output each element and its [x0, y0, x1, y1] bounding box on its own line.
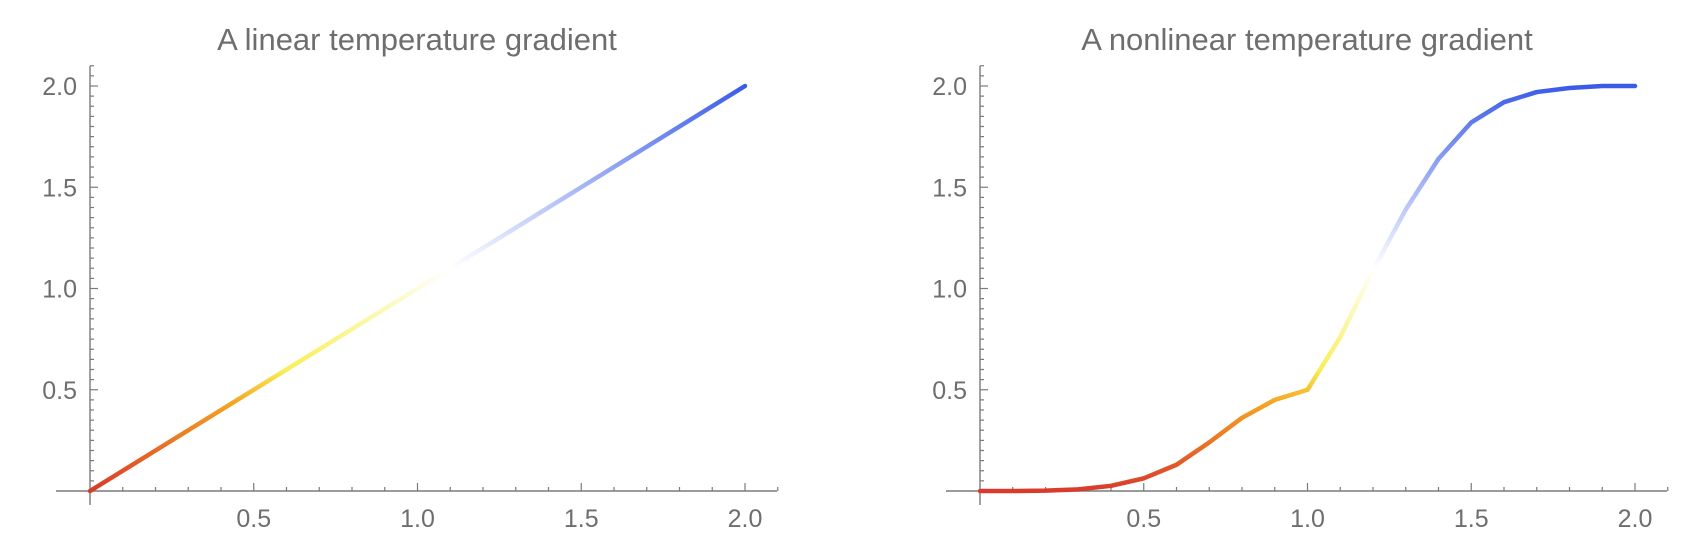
- y-tick-label: 0.5: [932, 377, 967, 405]
- x-tick-label: 2.0: [1618, 505, 1653, 533]
- y-tick-label: 1.5: [932, 174, 967, 202]
- series-line: [977, 83, 1638, 494]
- series-line: [87, 83, 748, 494]
- chart-title: A nonlinear temperature gradient: [1081, 22, 1533, 57]
- y-tick-label: 1.0: [42, 276, 77, 304]
- x-tick-label: 0.5: [236, 505, 271, 533]
- x-tick-label: 1.5: [564, 505, 599, 533]
- chart-title: A linear temperature gradient: [217, 22, 617, 57]
- chart-panel-linear: A linear temperature gradient 0.5 1.0 1.5 2…: [42, 22, 779, 533]
- y-tick-label: 1.5: [42, 174, 77, 202]
- chart-panel-nonlinear: A nonlinear temperature gradient 0.5 1.0 1…: [932, 22, 1669, 533]
- x-tick-label: 1.5: [1454, 505, 1489, 533]
- x-tick-label: 1.0: [400, 505, 435, 533]
- x-tick-label: 2.0: [728, 505, 763, 533]
- y-tick-label: 2.0: [932, 73, 967, 101]
- x-tick-label: 1.0: [1290, 505, 1325, 533]
- x-tick-label: 0.5: [1126, 505, 1161, 533]
- y-tick-label: 2.0: [42, 73, 77, 101]
- y-tick-label: 1.0: [932, 276, 967, 304]
- y-tick-label: 0.5: [42, 377, 77, 405]
